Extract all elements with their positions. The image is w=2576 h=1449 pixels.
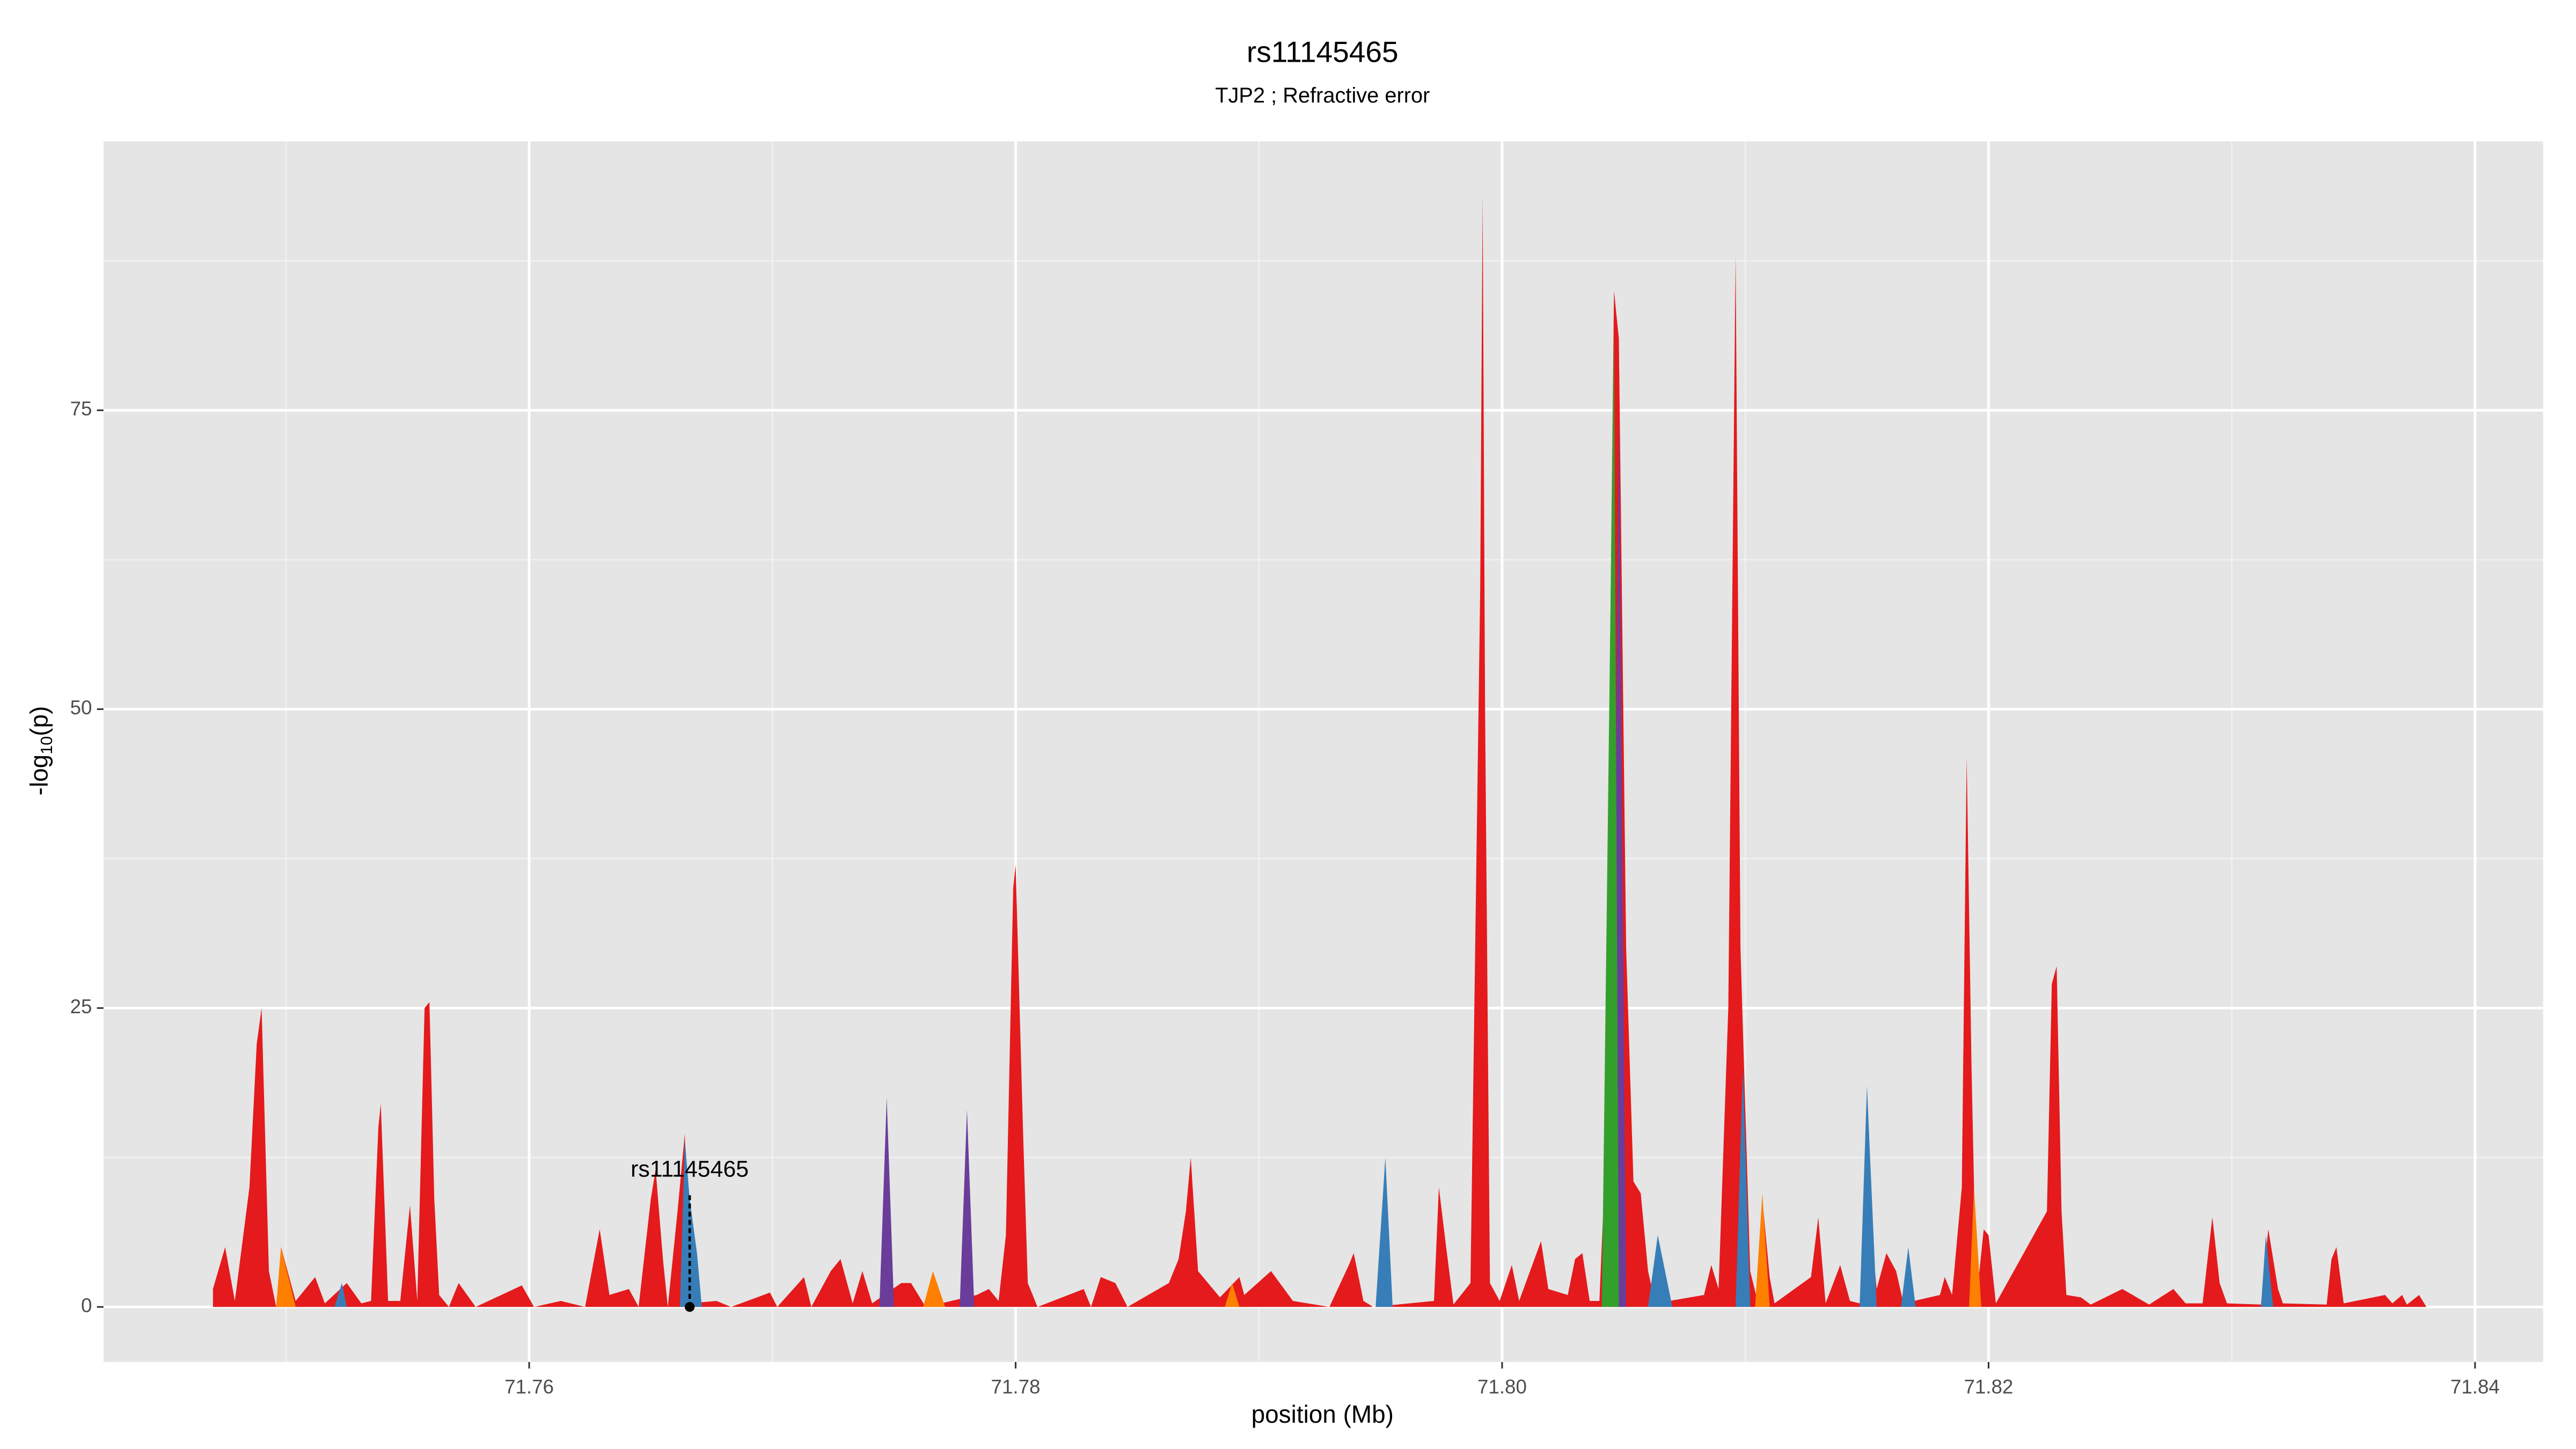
x-tick-label: 71.84 (2450, 1375, 2500, 1397)
chart-title: rs11145465 (1247, 35, 1399, 69)
y-tick-label: 25 (70, 996, 92, 1018)
y-tick-label: 75 (70, 398, 92, 420)
y-label-sub: 10 (38, 736, 56, 755)
annotation-point (684, 1302, 695, 1312)
x-tick-label: 71.80 (1477, 1375, 1527, 1397)
y-tick-label: 0 (81, 1294, 92, 1316)
y-label-part: -log (25, 755, 53, 796)
x-tick-label: 71.78 (991, 1375, 1041, 1397)
y-label-part: (p) (25, 706, 53, 736)
x-tick-label: 71.76 (504, 1375, 554, 1397)
plot-panel (103, 141, 2543, 1362)
area (1601, 326, 1619, 1307)
chart-subtitle: TJP2 ; Refractive error (1215, 84, 1430, 107)
x-tick-label: 71.82 (1964, 1375, 2013, 1397)
annotation-label: rs11145465 (631, 1157, 749, 1182)
y-axis-label: -log10(p) (25, 706, 56, 796)
x-axis-label: position (Mb) (1252, 1400, 1394, 1428)
y-tick-label: 50 (70, 697, 92, 719)
